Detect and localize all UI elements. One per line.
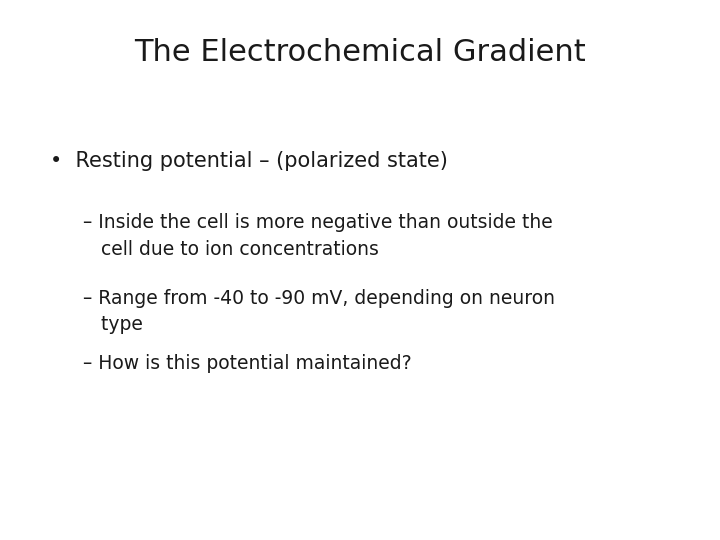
Text: The Electrochemical Gradient: The Electrochemical Gradient	[134, 38, 586, 67]
Text: – Inside the cell is more negative than outside the
   cell due to ion concentra: – Inside the cell is more negative than …	[83, 213, 552, 259]
Text: – Range from -40 to -90 mV, depending on neuron
   type: – Range from -40 to -90 mV, depending on…	[83, 289, 555, 334]
Text: – How is this potential maintained?: – How is this potential maintained?	[83, 354, 411, 373]
Text: •  Resting potential – (polarized state): • Resting potential – (polarized state)	[50, 151, 449, 171]
